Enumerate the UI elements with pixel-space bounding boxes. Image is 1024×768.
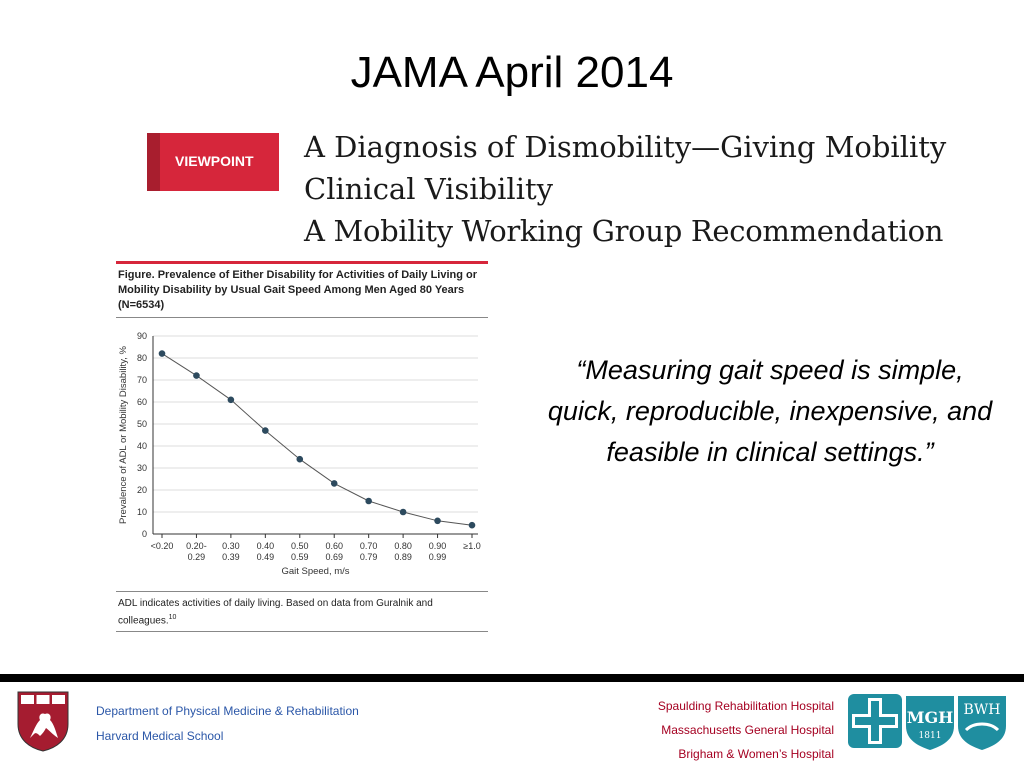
x-tick-label: 0.30	[222, 541, 240, 551]
mgh-logo-icon: MGH 1811	[906, 696, 954, 750]
department-name: Department of Physical Medicine & Rehabi…	[96, 704, 359, 718]
y-tick-label: 20	[137, 485, 147, 495]
figure-note: ADL indicates activities of daily living…	[118, 597, 486, 628]
x-tick-label: 0.40	[257, 541, 275, 551]
figure-note-text: ADL indicates activities of daily living…	[118, 598, 433, 627]
article-title-line2: Clinical Visibility	[304, 172, 554, 206]
x-tick-label: 0.79	[360, 552, 378, 562]
hospital-bwh: Brigham & Women’s Hospital	[678, 747, 834, 761]
figure-caption: Figure. Prevalence of Either Disability …	[118, 269, 478, 311]
x-tick-label: 0.59	[291, 552, 309, 562]
x-tick-label: 0.20-	[186, 541, 207, 551]
x-tick-label: 0.69	[325, 552, 343, 562]
x-tick-label: 0.50	[291, 541, 309, 551]
figure-divider	[116, 591, 488, 592]
x-tick-label: 0.39	[222, 552, 240, 562]
article-title: A Diagnosis of Dismobility—Giving Mobili…	[304, 126, 946, 252]
hospital-list: Spaulding Rehabilitation Hospital Massac…	[658, 694, 834, 766]
x-tick-label: 0.60	[325, 541, 343, 551]
article-title-line1: A Diagnosis of Dismobility—Giving Mobili…	[304, 130, 947, 164]
x-axis-title: Gait Speed, m/s	[281, 566, 349, 577]
x-tick-label: 0.29	[188, 552, 206, 562]
x-tick-label: 0.49	[257, 552, 275, 562]
x-tick-label: ≥1.0	[463, 541, 480, 551]
footer-bar	[0, 674, 1024, 682]
y-tick-label: 80	[137, 353, 147, 363]
figure-note-ref: 10	[168, 614, 177, 621]
figure-divider	[116, 317, 488, 318]
data-point	[262, 427, 269, 434]
department-block: Department of Physical Medicine & Rehabi…	[96, 699, 359, 749]
hospital-logos: MGH 1811 BWH	[848, 694, 1006, 750]
data-point	[296, 455, 304, 463]
x-tick-label: 0.89	[394, 552, 412, 562]
quote-close-mark: ”	[924, 437, 934, 467]
data-point	[365, 497, 372, 505]
y-tick-label: 30	[137, 463, 147, 473]
data-point	[468, 521, 476, 529]
school-name: Harvard Medical School	[96, 729, 224, 743]
y-axis-title: Prevalence of ADL or Mobility Disability…	[118, 345, 129, 523]
figure-divider	[116, 631, 488, 632]
x-tick-label: 0.99	[429, 552, 447, 562]
pull-quote: “Measuring gait speed is simple, quick, …	[540, 350, 1000, 473]
data-point	[158, 350, 166, 357]
x-tick-label: <0.20	[151, 541, 174, 551]
viewpoint-badge: VIEWPOINT	[147, 133, 279, 191]
quote-text: Measuring gait speed is simple, quick, r…	[547, 355, 993, 467]
x-tick-label: 0.70	[360, 541, 378, 551]
y-tick-label: 40	[137, 441, 147, 451]
y-tick-label: 50	[137, 419, 147, 429]
line-chart: 0 10 20 30 40 50 60 70 80 90 <0.20 0.20-0.29 0.300.3…	[118, 331, 481, 577]
x-tick-label: 0.90	[429, 541, 447, 551]
data-point	[193, 372, 200, 379]
y-tick-label: 70	[137, 375, 147, 385]
mgh-logo-text: MGH	[907, 708, 954, 727]
hospital-mgh: Massachusetts General Hospital	[661, 723, 834, 737]
series-line	[161, 353, 473, 526]
badge-stripe	[147, 133, 160, 191]
harvard-crest-icon	[17, 691, 69, 752]
x-tick-label: 0.80	[394, 541, 412, 551]
hospital-spaulding: Spaulding Rehabilitation Hospital	[657, 699, 834, 713]
slide-title: JAMA April 2014	[350, 48, 674, 97]
data-point	[227, 396, 235, 404]
y-tick-label: 60	[137, 397, 147, 407]
y-tick-label: 90	[137, 331, 147, 341]
data-point	[330, 480, 338, 487]
quote-open-mark: “	[576, 355, 586, 385]
data-point	[399, 508, 407, 516]
data-point	[434, 517, 441, 525]
bwh-logo-text: BWH	[964, 702, 1001, 718]
y-tick-label: 10	[137, 507, 147, 517]
spaulding-logo-icon	[848, 694, 902, 748]
bwh-logo-icon: BWH	[958, 696, 1006, 750]
figure-top-rule	[116, 261, 488, 264]
figure-panel: Figure. Prevalence of Either Disability …	[116, 258, 488, 634]
y-tick-label: 0	[142, 529, 147, 539]
mgh-logo-year: 1811	[919, 731, 942, 741]
viewpoint-label: VIEWPOINT	[175, 153, 254, 169]
article-subtitle: A Mobility Working Group Recommendation	[304, 214, 944, 248]
